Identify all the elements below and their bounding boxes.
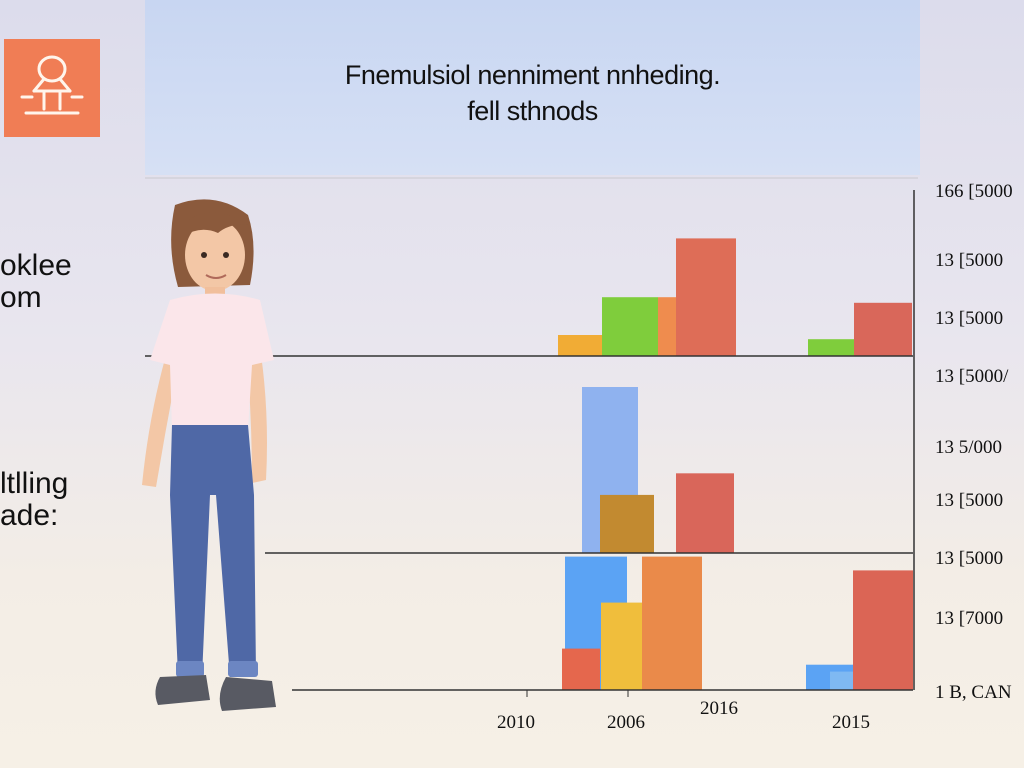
- y-tick-label: 13 [5000/: [935, 366, 1009, 387]
- bar-panel1-2015: [808, 339, 854, 356]
- y-tick-label: 13 [5000: [935, 250, 1004, 271]
- y-tick-label: 13 [7000: [935, 608, 1004, 629]
- bar-panel1-2006: [658, 297, 680, 356]
- side-label-1: oklee om: [0, 249, 72, 314]
- x-tick-label: 2010: [497, 712, 535, 733]
- y-tick-label: 13 [5000: [935, 490, 1004, 511]
- side-label-2: ltlling ade:: [0, 467, 69, 532]
- y-tick-label: 1 B, CAN: [935, 682, 1012, 703]
- bar-panel3-2015: [853, 570, 913, 690]
- bar-panel1-2006: [558, 335, 602, 356]
- y-tick-label: 13 [5000: [935, 308, 1004, 329]
- figure-icon: [4, 39, 100, 137]
- x-tick-label: 2015: [832, 712, 870, 733]
- x-tick-label: 2006: [607, 712, 645, 733]
- bar-panel1-2015: [854, 302, 912, 356]
- y-tick-label: 13 5/000: [935, 437, 1003, 458]
- bar-panel1-2016: [676, 238, 736, 356]
- bar-panel2-2006: [600, 494, 654, 553]
- chart-title: Fnemulsiol nenniment nnheding.: [344, 60, 721, 90]
- bar-panel1-2006: [602, 297, 658, 356]
- woman-illustration: [130, 195, 290, 740]
- chart-subtitle: fell sthnods: [467, 96, 598, 126]
- bar-panel2-2016: [676, 473, 734, 553]
- bar-panel3-2016: [642, 556, 702, 690]
- header-band: Fnemulsiol nenniment nnheding. fell sthn…: [145, 0, 920, 175]
- y-tick-label: 13 [5000: [935, 548, 1004, 569]
- y-tick-label: 166 [5000: [935, 181, 1013, 202]
- bar-panel3-2015: [830, 671, 854, 690]
- x-tick-label: 2016: [700, 698, 738, 719]
- bar-panel3-2006: [562, 648, 600, 690]
